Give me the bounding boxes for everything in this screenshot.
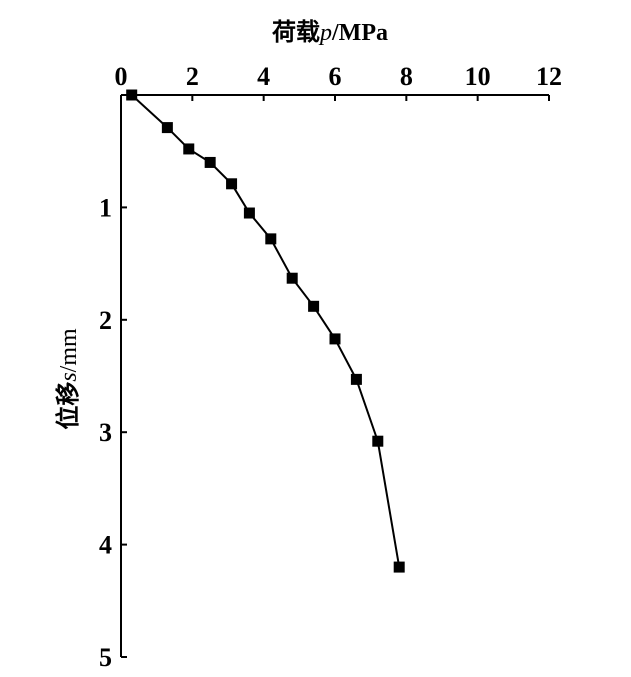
x-tick-label: 4 <box>257 62 270 91</box>
x-tick-label: 0 <box>115 62 128 91</box>
y-tick-label: 1 <box>99 193 112 222</box>
y-axis-title-var: s <box>56 372 82 381</box>
series <box>126 89 405 573</box>
data-point-marker <box>204 156 216 168</box>
y-tick-label: 2 <box>99 306 112 335</box>
y-axis-title: 位移s/mm <box>54 328 82 430</box>
data-point-marker <box>329 333 341 345</box>
data-point-marker <box>243 207 255 219</box>
x-tick-label: 6 <box>329 62 342 91</box>
data-point-marker <box>308 300 320 312</box>
y-axis-title-prefix: 位移 <box>54 382 82 430</box>
data-point-marker <box>350 373 362 385</box>
x-tick-label: 12 <box>536 62 562 91</box>
x-tick-label: 8 <box>400 62 413 91</box>
data-point-marker <box>393 561 405 573</box>
y-tick-label: 4 <box>99 531 112 560</box>
x-axis-title-prefix: 荷载 <box>272 18 320 46</box>
data-point-marker <box>183 143 195 155</box>
x-axis-title-var: p <box>318 20 332 46</box>
data-point-marker <box>161 122 173 134</box>
y-tick-label: 5 <box>99 643 112 672</box>
series-line <box>131 94 401 568</box>
data-point-marker <box>286 272 298 284</box>
x-tick-label: 2 <box>186 62 199 91</box>
data-point-marker <box>372 435 384 447</box>
data-point-marker <box>226 178 238 190</box>
x-tick-label: 10 <box>465 62 491 91</box>
y-axis-title-unit: /mm <box>56 328 82 372</box>
x-axis-title-unit: /MPa <box>331 20 388 46</box>
axes <box>120 94 549 657</box>
y-tick-label: 3 <box>99 418 112 447</box>
x-axis-title: 荷载p/MPa <box>272 18 388 46</box>
data-point-marker <box>265 233 277 245</box>
data-point-marker <box>126 89 138 101</box>
